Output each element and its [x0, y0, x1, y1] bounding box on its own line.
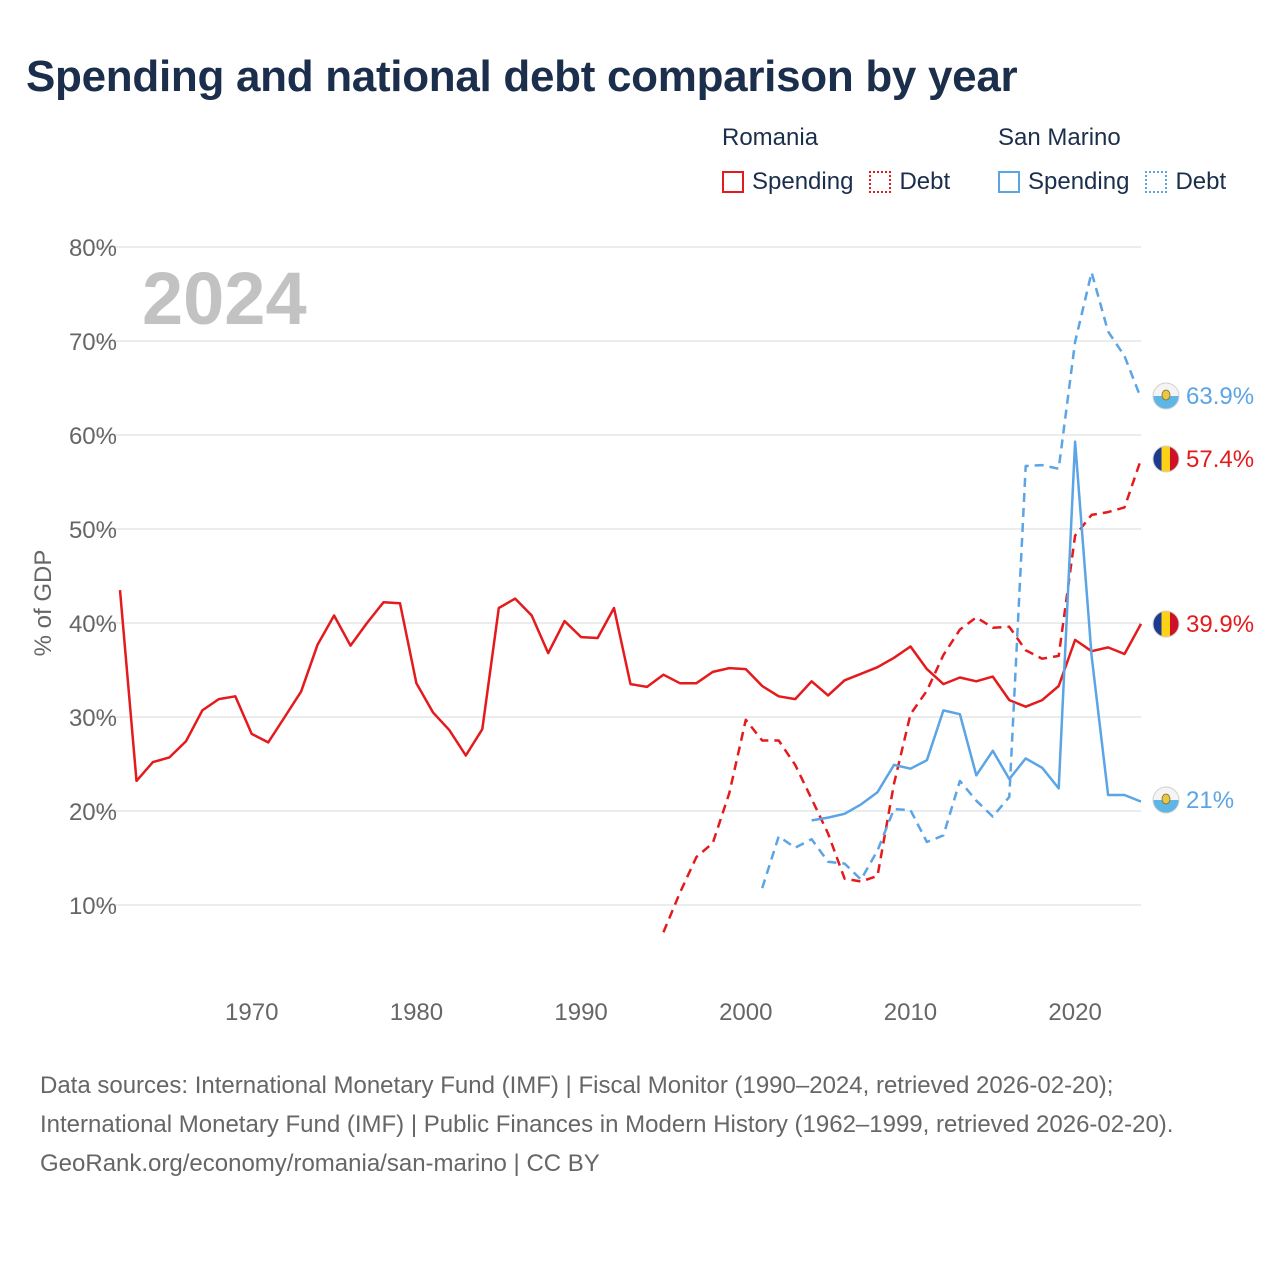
romania-flag-icon: [1152, 610, 1180, 638]
series-line-romania-debt[interactable]: [662, 458, 1143, 933]
legend-item-romania-debt[interactable]: Debt: [869, 168, 950, 196]
end-markers: 39.9% 57.4% 21% 63.9%: [1152, 382, 1254, 814]
san-marino-flag-icon: [1152, 382, 1180, 410]
y-tick-label: 50%: [69, 517, 117, 544]
credit: GeoRank.org/economy/romania/san-marino |…: [40, 1150, 600, 1177]
y-tick-label: 40%: [69, 611, 117, 638]
legend-swatch-dotted: [869, 171, 892, 193]
legend-label: Debt: [899, 168, 951, 195]
legend-item-san-marino-spending[interactable]: Spending: [998, 168, 1129, 196]
gridlines: [95, 246, 1141, 906]
y-tick-label: 80%: [69, 235, 117, 262]
series-line-san-marino-spending[interactable]: [811, 440, 1142, 822]
footer: Data sources: International Monetary Fun…: [40, 1066, 1240, 1183]
legend-country-label: Romania: [722, 124, 819, 151]
series-lines: [118, 271, 1143, 933]
chart-title: Spending and national debt comparison by…: [26, 52, 1018, 101]
y-tick-label: 10%: [69, 893, 117, 920]
y-tick-label: 20%: [69, 799, 117, 826]
data-sources: Data sources: International Monetary Fun…: [40, 1072, 1174, 1138]
line-chart: 10% 20% 30% 40% 50% 60% 70% 80% 1970 1980 1990 200…: [30, 235, 1254, 1026]
legend-san-marino: San Marino Spending Debt: [998, 124, 1242, 196]
legend-label: Spending: [752, 168, 854, 195]
end-value-label: 39.9%: [1186, 611, 1254, 638]
san-marino-flag-icon: [1152, 786, 1180, 814]
legend-label: Debt: [1175, 168, 1227, 195]
y-tick-label: 60%: [69, 423, 117, 450]
legend-swatch-solid: [722, 171, 744, 193]
series-line-san-marino-debt[interactable]: [761, 271, 1143, 889]
y-tick-label: 70%: [69, 329, 117, 356]
x-tick-label: 2020: [1048, 999, 1101, 1026]
legend-romania: Romania Spending Debt: [722, 124, 966, 196]
legend-label: Spending: [1028, 168, 1130, 195]
x-tick-label: 2000: [719, 999, 772, 1026]
legend-swatch-dotted: [1145, 171, 1168, 193]
romania-flag-icon: [1152, 445, 1180, 473]
x-tick-label: 2010: [884, 999, 937, 1026]
x-tick-label: 1970: [225, 999, 278, 1026]
end-value-label: 21%: [1186, 787, 1234, 814]
x-tick-label: 1980: [390, 999, 443, 1026]
x-axis: 1970 1980 1990 2000 2010 2020: [225, 999, 1102, 1026]
x-tick-label: 1990: [554, 999, 607, 1026]
legend-swatch-solid: [998, 171, 1020, 193]
legend-item-romania-spending[interactable]: Spending: [722, 168, 853, 196]
y-tick-label: 30%: [69, 705, 117, 732]
y-axis-title: % of GDP: [30, 550, 57, 657]
end-value-label: 57.4%: [1186, 446, 1254, 473]
y-axis: 10% 20% 30% 40% 50% 60% 70% 80%: [69, 235, 117, 920]
legend-item-san-marino-debt[interactable]: Debt: [1145, 168, 1226, 196]
year-watermark: 2024: [142, 257, 307, 340]
end-value-label: 63.9%: [1186, 383, 1254, 410]
legend-country-label: San Marino: [998, 124, 1121, 151]
series-line-romania-spending[interactable]: [118, 589, 1143, 783]
